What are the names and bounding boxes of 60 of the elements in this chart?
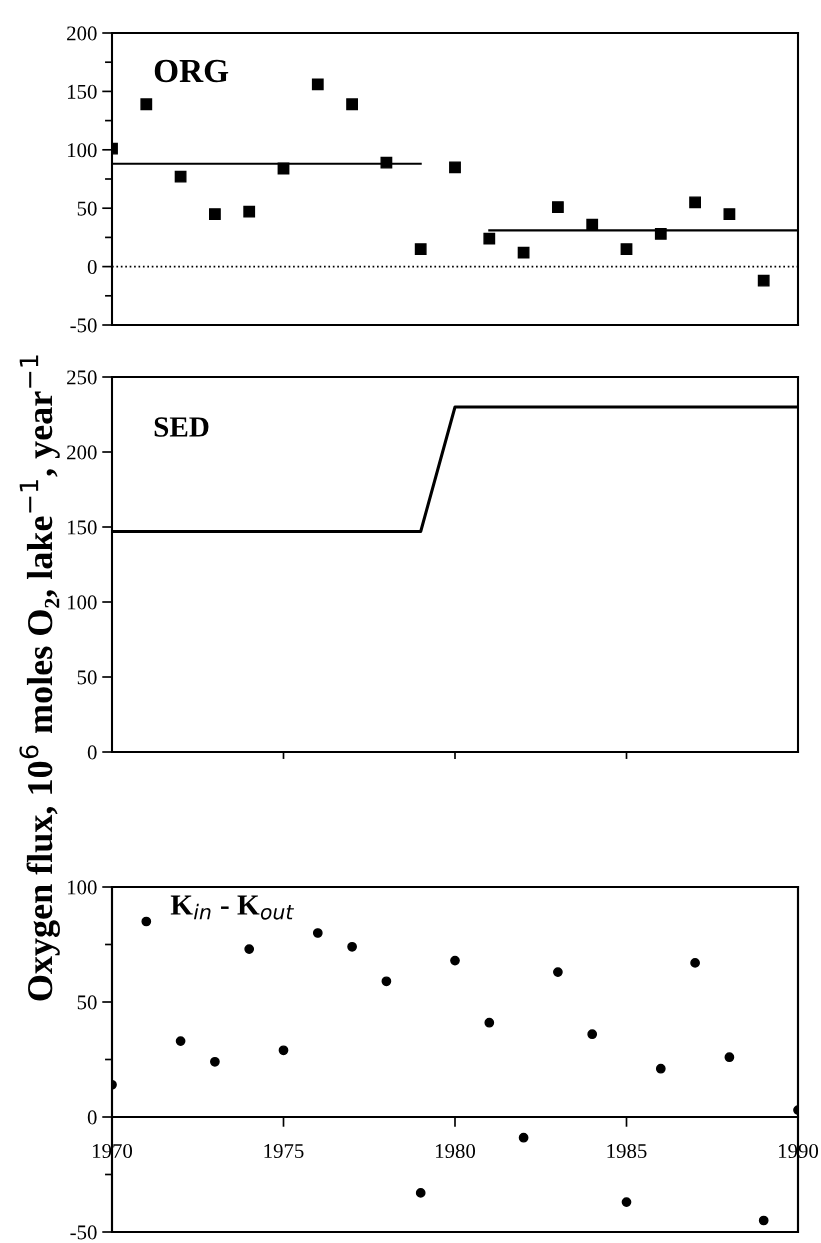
- point: [724, 1052, 735, 1063]
- point: [414, 243, 427, 255]
- y-axis-title: Oxygen flux, 10$^{6}$ moles O₂, lake$^{−1}$, year$^{−1}$: [19, 355, 60, 1001]
- point: [757, 274, 770, 287]
- point: [483, 232, 496, 245]
- point: [415, 1188, 426, 1198]
- y-tick-label: 100: [68, 595, 97, 610]
- y-tick-label: -50: [70, 318, 97, 333]
- point: [174, 170, 187, 183]
- y-tick-label: 100: [68, 880, 97, 895]
- point: [381, 976, 392, 987]
- y-tick-label: 200: [67, 26, 97, 41]
- point: [450, 955, 460, 966]
- point: [758, 1215, 769, 1226]
- point: [244, 944, 255, 954]
- y-tick-label: 50: [77, 995, 97, 1010]
- x-tick-label: 1980: [436, 1143, 476, 1159]
- point: [141, 916, 152, 927]
- point: [346, 98, 359, 111]
- chart-title: K$_{in}$ - K$_{out}$: [170, 895, 295, 920]
- point: [689, 196, 702, 209]
- y-tick-label: 0: [87, 259, 97, 275]
- y-tick-label: 150: [68, 520, 97, 535]
- text: SED: [154, 417, 209, 437]
- y-tick-label: -50: [70, 1225, 97, 1240]
- x-tick-label: 1985: [607, 1143, 647, 1159]
- point: [312, 928, 323, 938]
- point: [621, 1197, 632, 1207]
- y-tick-label: 0: [87, 1110, 97, 1125]
- y-tick-label: 200: [67, 445, 97, 460]
- point: [551, 201, 564, 213]
- point: [243, 205, 256, 218]
- point: [484, 1017, 495, 1028]
- point: [518, 1132, 529, 1143]
- y-tick-label: 100: [68, 143, 97, 158]
- point: [690, 958, 700, 968]
- point: [517, 246, 530, 259]
- point: [587, 1029, 598, 1040]
- point: [449, 161, 461, 174]
- text: ORG: [154, 59, 229, 83]
- point: [311, 78, 324, 91]
- point: [380, 156, 393, 169]
- x-tick-label: 1975: [264, 1144, 304, 1159]
- y-tick-label: 0: [87, 745, 97, 760]
- y-tick-label: 250: [67, 370, 97, 385]
- point: [586, 218, 599, 231]
- y-tick-label: 50: [77, 201, 97, 216]
- point: [140, 98, 153, 111]
- point: [620, 243, 633, 255]
- point: [655, 1063, 666, 1074]
- point: [347, 941, 357, 952]
- point: [553, 967, 563, 977]
- y-tick-label: 150: [68, 84, 97, 99]
- point: [210, 1056, 220, 1067]
- point: [175, 1036, 186, 1046]
- point: [208, 208, 221, 220]
- point: [278, 1045, 289, 1056]
- point: [723, 208, 736, 220]
- point: [654, 227, 667, 240]
- y-tick-label: 50: [77, 670, 97, 685]
